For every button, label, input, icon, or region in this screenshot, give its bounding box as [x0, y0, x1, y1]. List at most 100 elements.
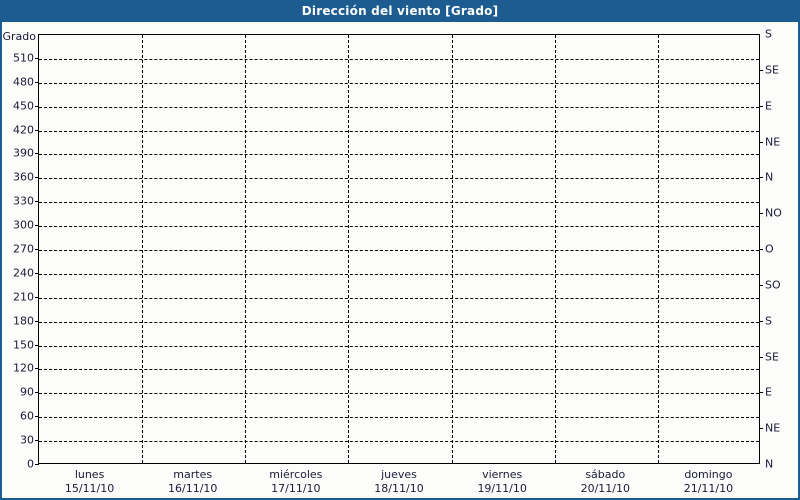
y-axis-tick-label: 390 [13, 146, 34, 160]
y-axis-tick-mark [35, 296, 39, 298]
secondary-axis-tick-label: E [765, 385, 772, 399]
horizontal-gridline [39, 369, 759, 371]
secondary-axis-tick-label: NE [765, 135, 781, 148]
y-axis-tick-mark [35, 153, 39, 155]
secondary-axis-tick-label: SE [765, 63, 779, 77]
y-axis-tick-mark [35, 201, 39, 203]
x-axis-date-label: 16/11/10 [168, 482, 218, 495]
y-axis-tick-label: 300 [13, 218, 34, 232]
horizontal-gridline [39, 297, 759, 299]
y-axis-tick-mark [35, 464, 39, 465]
x-axis-tick-label: miércoles 17/11/10 [269, 468, 322, 496]
x-axis-tick-label: viernes 19/11/10 [477, 468, 526, 496]
horizontal-gridline [39, 178, 759, 180]
horizontal-gridline [39, 417, 759, 419]
secondary-axis-tick-mark [759, 320, 763, 322]
secondary-axis-tick-label: S [765, 27, 772, 41]
x-axis-tick-label: domingo 21/11/10 [684, 468, 733, 496]
window-title-bar: Dirección del viento [Grado] [2, 0, 798, 22]
x-axis-day-label: martes [173, 468, 213, 481]
x-axis-date-label: 15/11/10 [64, 482, 115, 495]
x-axis-day-label: sábado [585, 468, 626, 481]
secondary-axis-tick-label: N [765, 457, 774, 471]
horizontal-gridline [39, 250, 759, 251]
y-axis-tick-mark [35, 344, 39, 346]
y-axis-tick-mark [35, 368, 39, 370]
secondary-axis-tick-label: NE [765, 421, 781, 435]
horizontal-gridline [39, 202, 759, 204]
x-axis-date-label: 19/11/10 [477, 482, 527, 495]
x-axis-tick-label: lunes 15/11/10 [65, 468, 114, 496]
horizontal-gridline [39, 273, 759, 275]
secondary-axis-tick-label: E [765, 99, 772, 113]
y-axis-tick-label: 180 [13, 314, 34, 328]
page-title: Dirección del viento [Grado] [301, 4, 499, 18]
y-axis-tick-label: 270 [13, 242, 34, 256]
horizontal-gridline [39, 130, 759, 132]
y-axis-tick-mark [35, 416, 39, 418]
y-axis-tick-label: 420 [13, 123, 34, 137]
secondary-axis-tick-mark [759, 69, 763, 71]
secondary-axis-tick-label: SE [765, 350, 779, 363]
secondary-axis-tick-label: S [765, 314, 772, 328]
horizontal-gridline [39, 393, 759, 395]
x-axis-day-label: viernes [482, 468, 523, 481]
x-axis-tick-label: jueves 18/11/10 [374, 468, 423, 496]
vertical-gridline [245, 35, 247, 463]
y-axis-tick-label: 480 [13, 75, 34, 89]
y-axis-tick-label: 150 [13, 338, 34, 352]
chart-body: Grado 510 480 450 420 390 360 330 300 270 240 210 1… [2, 22, 798, 496]
y-axis-tick-label: 30 [20, 433, 34, 447]
secondary-axis-tick-label: SO [765, 278, 781, 292]
x-axis-day-label: domingo [684, 468, 733, 481]
y-axis-tick-label: 330 [13, 194, 34, 208]
horizontal-gridline [39, 441, 759, 443]
y-axis-tick-label: 0 [27, 457, 34, 471]
y-axis-tick-label: 360 [13, 170, 34, 184]
secondary-axis-tick-mark [759, 177, 763, 179]
secondary-axis-tick-label: NO [765, 206, 782, 220]
y-axis-unit-label: Grado [2, 30, 37, 43]
y-axis-tick-label: 510 [13, 51, 34, 65]
secondary-axis-tick-mark [759, 105, 763, 107]
horizontal-gridline [39, 226, 759, 228]
y-axis-tick-mark [35, 129, 39, 131]
vertical-gridline [348, 35, 350, 463]
y-axis-tick-label: 120 [13, 361, 34, 375]
secondary-axis-tick-label: N [765, 170, 774, 184]
y-axis-tick-mark [35, 105, 39, 107]
vertical-gridline [142, 35, 144, 463]
y-axis-tick-label: 450 [13, 99, 34, 113]
x-axis-date-label: 18/11/10 [374, 482, 424, 495]
horizontal-gridline [39, 82, 759, 84]
horizontal-gridline [39, 321, 759, 323]
vertical-gridline [451, 35, 453, 463]
vertical-gridline [554, 35, 556, 463]
secondary-axis-tick-mark [759, 284, 763, 286]
x-axis-day-label: lunes [74, 468, 105, 481]
x-axis-date-label: 21/11/10 [683, 482, 734, 495]
y-axis-tick-mark [35, 249, 39, 250]
x-axis-day-label: miércoles [269, 468, 323, 481]
secondary-axis-tick-mark [759, 141, 763, 143]
horizontal-gridline [39, 58, 759, 60]
secondary-axis-tick-mark [759, 428, 763, 430]
horizontal-gridline [39, 154, 759, 156]
y-axis-tick-label: 90 [20, 385, 34, 399]
y-axis-tick-mark [35, 57, 39, 59]
y-axis-tick-mark [35, 177, 39, 179]
plot-area[interactable] [38, 34, 760, 464]
y-axis-tick-mark [35, 81, 39, 83]
horizontal-gridline [39, 106, 759, 108]
y-axis-tick-label: 60 [20, 409, 34, 423]
y-axis-tick-label: 210 [13, 290, 34, 304]
y-axis-tick-label: 240 [13, 266, 34, 280]
x-axis-date-label: 17/11/10 [271, 482, 321, 495]
vertical-gridline [657, 35, 659, 463]
y-axis-tick-mark [35, 392, 39, 394]
secondary-axis-tick-mark [759, 392, 763, 394]
secondary-axis-tick-label: O [765, 242, 774, 256]
secondary-axis-tick-mark [759, 249, 763, 250]
x-axis-day-label: jueves [381, 468, 417, 481]
